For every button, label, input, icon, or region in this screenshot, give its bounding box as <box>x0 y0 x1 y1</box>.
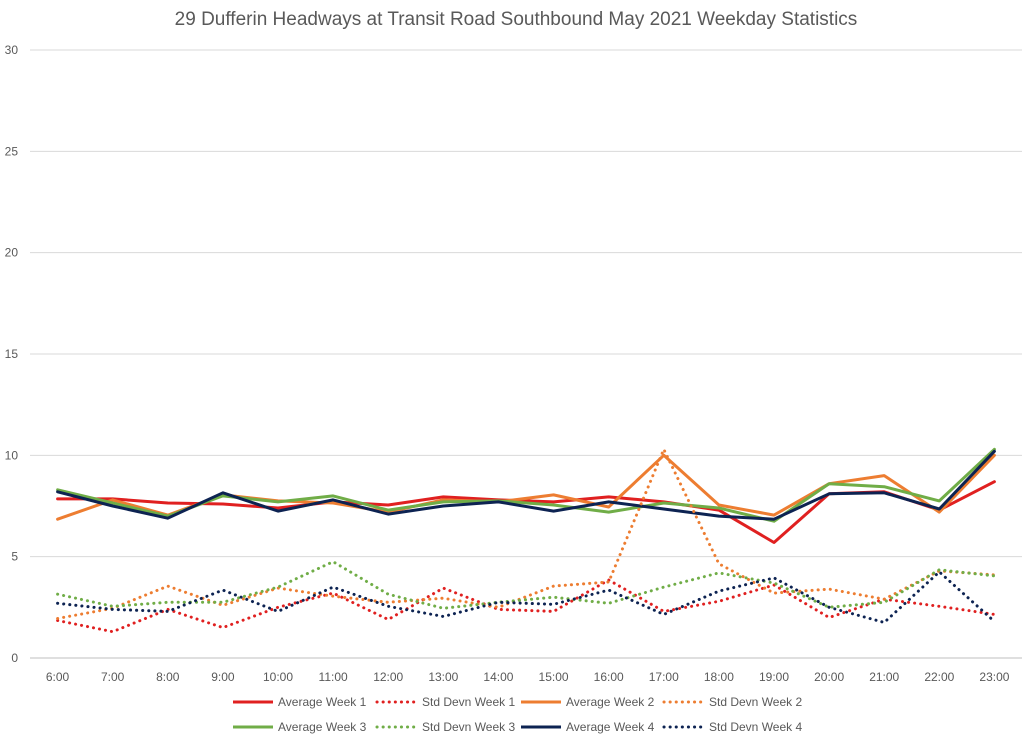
legend-label: Average Week 1 <box>278 695 367 709</box>
series-line-std-devn-week-3 <box>56 560 996 610</box>
legend-item: Std Devn Week 3 <box>375 720 515 734</box>
x-tick-label: 18:00 <box>704 670 734 684</box>
x-tick-label: 8:00 <box>156 670 180 684</box>
legend-label: Average Week 4 <box>566 720 655 734</box>
x-tick-label: 13:00 <box>428 670 458 684</box>
legend: Average Week 1 Std Devn Week 1 Average Wee… <box>233 695 802 734</box>
series-line-std-devn-week-1 <box>56 578 996 634</box>
legend-label: Average Week 3 <box>278 720 367 734</box>
y-tick-label: 30 <box>5 43 19 57</box>
x-tick-label: 17:00 <box>649 670 679 684</box>
x-tick-label: 16:00 <box>594 670 624 684</box>
series-line-average-week-4 <box>56 449 996 521</box>
x-tick-label: 10:00 <box>263 670 293 684</box>
legend-item: Std Devn Week 4 <box>662 720 802 734</box>
series-line-std-devn-week-4 <box>56 570 996 624</box>
chart-title: 29 Dufferin Headways at Transit Road Sou… <box>175 9 858 30</box>
y-tick-label: 10 <box>5 448 19 462</box>
x-tick-label: 6:00 <box>46 670 70 684</box>
y-tick-label: 15 <box>5 347 19 361</box>
legend-label: Std Devn Week 4 <box>709 720 802 734</box>
legend-label: Std Devn Week 2 <box>709 695 802 709</box>
series-lines <box>56 447 996 634</box>
series-line-average-week-1 <box>56 480 996 544</box>
series-line-std-devn-week-2 <box>56 447 996 620</box>
x-tick-label: 15:00 <box>539 670 569 684</box>
legend-item: Average Week 2 <box>521 695 655 709</box>
x-tick-label: 23:00 <box>979 670 1009 684</box>
x-tick-label: 12:00 <box>373 670 403 684</box>
y-tick-label: 5 <box>11 550 18 564</box>
legend-item: Average Week 1 <box>233 695 367 709</box>
y-tick-label: 25 <box>5 144 19 158</box>
y-tick-label: 0 <box>11 651 18 665</box>
y-axis-ticks: 0 5 10 15 20 25 30 <box>5 43 19 665</box>
legend-item: Std Devn Week 2 <box>662 695 802 709</box>
legend-item: Average Week 4 <box>521 720 655 734</box>
y-tick-label: 20 <box>5 246 19 260</box>
x-tick-label: 21:00 <box>869 670 899 684</box>
x-axis-ticks: 6:00 7:00 8:00 9:00 10:00 11:00 12:00 13:00 14:0… <box>46 670 1010 684</box>
x-tick-label: 7:00 <box>101 670 125 684</box>
legend-label: Std Devn Week 3 <box>422 720 515 734</box>
legend-item: Average Week 3 <box>233 720 367 734</box>
gridlines <box>30 49 1022 659</box>
x-tick-label: 19:00 <box>759 670 789 684</box>
legend-label: Average Week 2 <box>566 695 655 709</box>
legend-label: Std Devn Week 1 <box>422 695 515 709</box>
x-tick-label: 20:00 <box>814 670 844 684</box>
series-line-average-week-2 <box>56 453 996 521</box>
x-tick-label: 11:00 <box>319 670 348 684</box>
x-tick-label: 14:00 <box>483 670 513 684</box>
x-tick-label: 22:00 <box>924 670 954 684</box>
legend-item: Std Devn Week 1 <box>375 695 515 709</box>
series-line-average-week-3 <box>56 447 996 523</box>
x-tick-label: 9:00 <box>211 670 235 684</box>
